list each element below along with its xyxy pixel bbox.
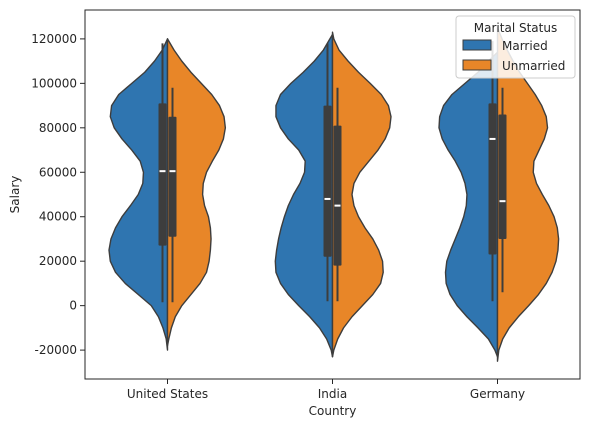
y-tick-label: 20000 xyxy=(39,254,77,268)
box-married-united-states xyxy=(158,103,167,246)
legend-label-married: Married xyxy=(502,39,548,53)
x-axis-label: Country xyxy=(309,404,357,418)
legend-label-unmarried: Unmarried xyxy=(502,59,565,73)
y-axis-ticks: -20000 0 20000 40000 60000 80000 100000 120000 xyxy=(31,32,85,357)
box-married-germany xyxy=(488,103,497,255)
y-tick-label: 100000 xyxy=(31,76,77,90)
box-unmarried-germany xyxy=(498,114,507,239)
x-tick-label-germany: Germany xyxy=(470,387,525,401)
legend-swatch-unmarried xyxy=(462,59,492,71)
y-tick-label: 0 xyxy=(69,299,77,313)
x-axis-ticks: United States India Germany xyxy=(127,379,525,401)
violin-unmarried-india xyxy=(331,31,392,358)
y-tick-label: -20000 xyxy=(34,343,77,357)
y-tick-label: 80000 xyxy=(39,121,77,135)
box-unmarried-united-states xyxy=(168,116,177,237)
y-tick-label: 120000 xyxy=(31,32,77,46)
legend-title: Marital Status xyxy=(474,21,557,35)
box-unmarried-india xyxy=(333,125,342,266)
box-married-india xyxy=(323,105,332,257)
violin-married-united-states xyxy=(108,38,169,351)
plot-area xyxy=(108,27,560,362)
plot-frame xyxy=(84,9,581,380)
x-tick-label-united-states: United States xyxy=(127,387,208,401)
violin-unmarried-united-states xyxy=(166,38,227,347)
legend: Marital Status Married Unmarried xyxy=(455,15,576,79)
y-tick-label: 40000 xyxy=(39,210,77,224)
x-tick-label-india: India xyxy=(318,387,347,401)
legend-swatch-married xyxy=(462,39,492,51)
y-axis-label: Salary xyxy=(8,176,22,214)
violin-married-india xyxy=(274,33,334,358)
y-tick-label: 60000 xyxy=(39,165,77,179)
violin-married-germany xyxy=(438,51,499,358)
